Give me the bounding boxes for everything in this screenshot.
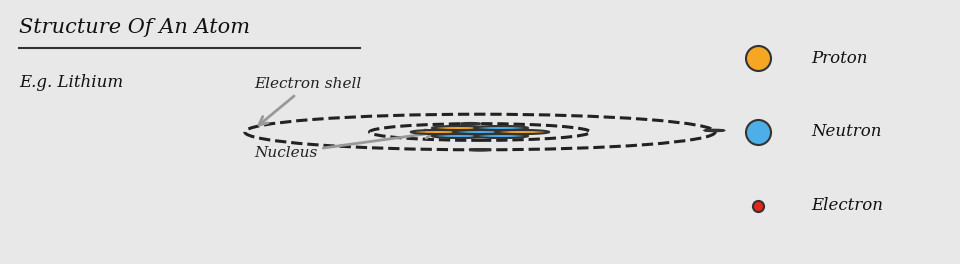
Text: E.g. Lithium: E.g. Lithium — [19, 74, 123, 91]
Ellipse shape — [474, 126, 528, 130]
Ellipse shape — [432, 134, 486, 138]
Ellipse shape — [470, 149, 490, 150]
Ellipse shape — [474, 134, 528, 138]
Text: Proton: Proton — [811, 50, 868, 67]
Text: Neutron: Neutron — [811, 124, 881, 140]
Text: Nucleus: Nucleus — [254, 130, 434, 160]
Ellipse shape — [461, 123, 480, 124]
Ellipse shape — [495, 130, 549, 134]
Ellipse shape — [453, 130, 507, 134]
Ellipse shape — [705, 130, 724, 131]
Ellipse shape — [411, 130, 465, 134]
Text: Electron: Electron — [811, 197, 883, 214]
Text: Electron shell: Electron shell — [254, 77, 362, 125]
Ellipse shape — [432, 126, 486, 130]
Text: Structure Of An Atom: Structure Of An Atom — [19, 18, 251, 37]
